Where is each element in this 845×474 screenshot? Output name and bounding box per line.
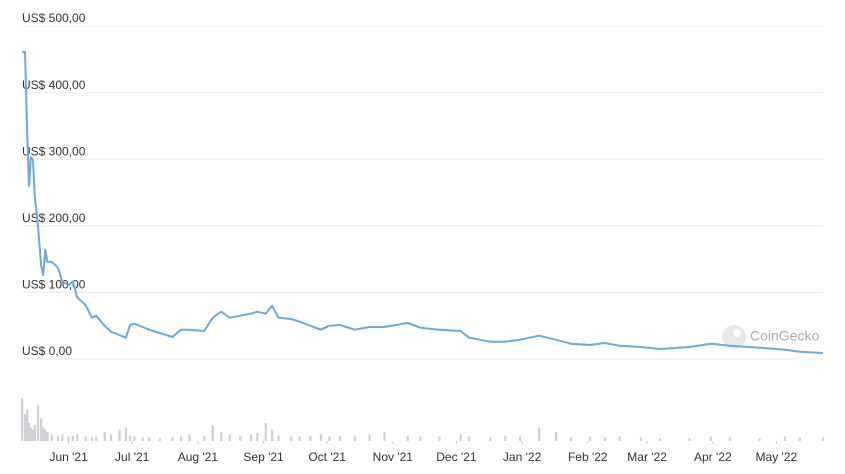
volume-bar [588, 436, 592, 441]
volume-bar [110, 434, 113, 441]
volume-bar [141, 437, 144, 441]
volume-bar [419, 436, 422, 441]
y-tick-label: US$ 300,00 [22, 144, 86, 158]
volume-bar [353, 435, 356, 441]
volume-bar [67, 436, 70, 441]
volume-bar [639, 437, 642, 441]
x-tick-label: Apr '22 [694, 450, 732, 464]
volume-bar [518, 436, 522, 441]
volume-bar [179, 436, 183, 441]
volume-bar [21, 398, 24, 441]
volume-bar [23, 414, 27, 441]
volume-bar [133, 436, 136, 441]
volume-bar [32, 429, 35, 441]
volume-bar [44, 429, 47, 441]
volume-bar [290, 436, 293, 441]
x-tick-label: Mar '22 [627, 450, 667, 464]
x-tick-label: Sep '21 [243, 450, 284, 464]
volume-bar [95, 436, 98, 441]
volume-bar [188, 434, 191, 441]
volume-bar [298, 436, 301, 441]
volume-bar [709, 436, 712, 441]
volume-bar [798, 437, 801, 441]
x-tick-label: Jul '21 [115, 450, 150, 464]
volume-bar [309, 435, 312, 441]
x-tick-label: May '22 [756, 450, 798, 464]
volume-bar [129, 435, 132, 441]
volume-bar [33, 425, 36, 441]
volume-bar [228, 434, 231, 441]
volume-bar [171, 437, 174, 441]
y-tick-label: US$ 400,00 [22, 78, 86, 92]
volume-bar [203, 435, 206, 441]
x-tick-label: Jun '21 [49, 450, 88, 464]
volume-bar [368, 434, 371, 441]
y-tick-label: US$ 100,00 [22, 278, 86, 292]
volume-bar [249, 434, 253, 441]
volume-bar [459, 434, 462, 441]
volume-bar [148, 437, 151, 441]
volume-bar [124, 427, 128, 441]
volume-bar [84, 436, 87, 441]
volume-bar [239, 435, 242, 441]
volume-bar [468, 436, 471, 441]
volume-bar [90, 437, 94, 441]
volume-bar [29, 427, 33, 441]
volume-bar [758, 438, 761, 441]
volume-bar [46, 432, 49, 441]
volume-bar [36, 405, 40, 441]
volume-bar [504, 435, 507, 441]
volume-bar [264, 423, 267, 441]
volume-bar [57, 435, 60, 441]
volume-bar [27, 423, 31, 441]
volume-bar [783, 436, 787, 441]
volume-bar [328, 436, 331, 441]
volume-bar [256, 432, 259, 441]
volume-bar [406, 435, 409, 441]
x-tick-label: Oct '21 [308, 450, 346, 464]
volume-bar [50, 434, 53, 441]
volume-bar [383, 432, 386, 441]
volume-bar [603, 437, 606, 441]
volume-bar [319, 434, 322, 441]
price-line [22, 51, 824, 354]
volume-bar [103, 432, 106, 441]
volume-bar [118, 429, 121, 441]
volume-bar [61, 434, 64, 441]
volume-bar [618, 436, 621, 441]
x-tick-label: Aug '21 [178, 450, 219, 464]
volume-bar [71, 435, 75, 441]
volume-bar [271, 429, 274, 441]
volume-bar [158, 438, 161, 441]
volume-bar [26, 409, 29, 441]
volume-bar [338, 435, 342, 441]
volume-bar [211, 425, 214, 441]
volume-bar [822, 437, 825, 441]
watermark: CoinGecko [750, 328, 819, 344]
x-tick-label: Dec '21 [436, 450, 477, 464]
volume-bar [40, 418, 43, 441]
y-tick-label: US$ 200,00 [22, 211, 86, 225]
volume-bar [76, 434, 79, 441]
volume-bar [688, 438, 691, 441]
volume-bar [489, 437, 492, 441]
x-tick-label: Feb '22 [568, 450, 608, 464]
volume-bar [728, 437, 731, 441]
volume-bar [42, 427, 45, 441]
volume-bar [555, 432, 558, 441]
y-tick-label: US$ 0,00 [22, 344, 72, 358]
volume-bar [569, 437, 573, 441]
watermark-logo [722, 325, 746, 349]
volume-bar [220, 432, 223, 441]
volume-bar [438, 436, 441, 441]
x-tick-label: Nov '21 [373, 450, 414, 464]
volume-bar [658, 438, 662, 441]
volume-bar [277, 435, 280, 441]
x-tick-label: Jan '22 [503, 450, 542, 464]
y-tick-label: US$ 500,00 [22, 11, 86, 25]
volume-bar [538, 427, 541, 441]
